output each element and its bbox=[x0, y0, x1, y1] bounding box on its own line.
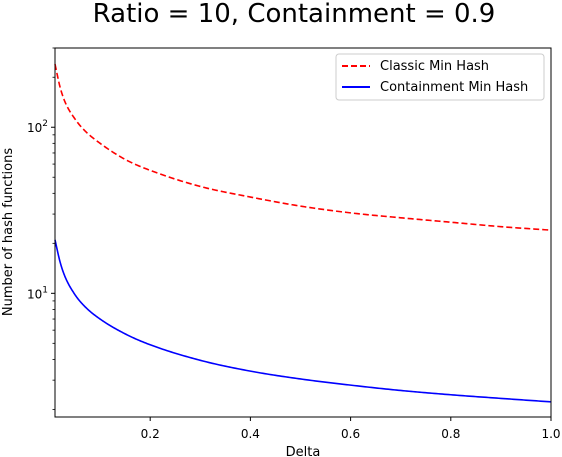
legend-label-classic-min-hash: Classic Min Hash bbox=[380, 59, 489, 74]
plot-area-frame bbox=[54, 47, 552, 418]
y-axis: 101 102 bbox=[27, 47, 55, 410]
x-tick-label: 1.0 bbox=[541, 427, 560, 441]
chart-title: Ratio = 10, Containment = 0.9 bbox=[93, 0, 496, 29]
x-tick-label: 0.2 bbox=[141, 427, 160, 441]
legend-box bbox=[335, 53, 545, 101]
x-tick-label: 0.8 bbox=[441, 427, 460, 441]
y-tick-label: 102 bbox=[27, 119, 48, 135]
series-line-containment-min-hash bbox=[54, 239, 552, 403]
series-line-classic-min-hash bbox=[54, 63, 552, 231]
y-axis-label: Number of hash functions bbox=[1, 148, 16, 316]
x-tick-label: 0.4 bbox=[241, 427, 260, 441]
series-layer bbox=[54, 63, 552, 403]
legend: Classic Min Hash Containment Min Hash bbox=[335, 53, 545, 101]
x-axis-label: Delta bbox=[286, 445, 321, 457]
legend-label-containment-min-hash: Containment Min Hash bbox=[380, 80, 528, 95]
y-tick-label: 101 bbox=[27, 285, 48, 301]
x-tick-label: 0.6 bbox=[341, 427, 360, 441]
x-axis: 0.2 0.4 0.6 0.8 1.0 bbox=[141, 417, 561, 441]
